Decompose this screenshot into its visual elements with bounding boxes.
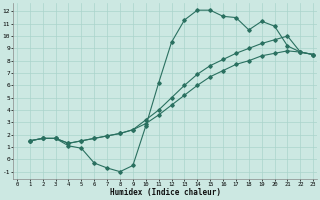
X-axis label: Humidex (Indice chaleur): Humidex (Indice chaleur) xyxy=(109,188,220,197)
